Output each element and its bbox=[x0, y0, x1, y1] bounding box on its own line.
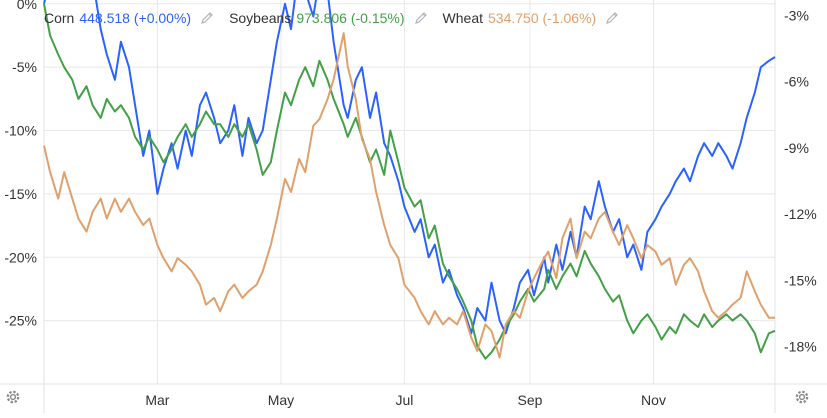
left-tick-label: -25% bbox=[4, 313, 37, 329]
right-tick-label: -3% bbox=[784, 7, 809, 23]
x-tick-label: Jul bbox=[395, 392, 413, 408]
x-tick-label: Sep bbox=[518, 392, 543, 408]
legend-value-soybeans: 973.806 (-0.15%) bbox=[296, 10, 405, 26]
right-tick-label: -18% bbox=[784, 338, 817, 354]
right-tick-label: -12% bbox=[784, 206, 817, 222]
legend-name-wheat: Wheat bbox=[442, 10, 483, 26]
left-tick-label: -15% bbox=[4, 186, 37, 202]
x-tick-label: May bbox=[268, 392, 294, 408]
legend-value-wheat: 534.750 (-1.06%) bbox=[488, 10, 597, 26]
legend-item-soybeans[interactable]: Soybeans 973.806 (-0.15%) bbox=[229, 10, 428, 26]
series-line-soybeans bbox=[43, 3, 776, 360]
legend-name-corn: Corn bbox=[44, 10, 75, 26]
series-line-wheat bbox=[43, 32, 775, 359]
left-tick-label: -10% bbox=[4, 123, 37, 139]
right-tick-label: -15% bbox=[784, 272, 817, 288]
legend-item-corn[interactable]: Corn 448.518 (+0.00%) bbox=[44, 10, 215, 26]
left-tick-label: -5% bbox=[12, 59, 37, 75]
right-tick-label: -6% bbox=[784, 74, 809, 90]
legend: Corn 448.518 (+0.00%) Soybeans 973.806 (… bbox=[44, 9, 634, 27]
gear-icon[interactable] bbox=[793, 388, 811, 406]
legend-name-soybeans: Soybeans bbox=[229, 10, 292, 26]
left-tick-label: 0% bbox=[17, 0, 37, 12]
left-tick-label: -20% bbox=[4, 249, 37, 265]
pencil-icon[interactable] bbox=[604, 10, 620, 26]
series-line-corn bbox=[43, 0, 776, 335]
x-tick-label: Nov bbox=[641, 392, 666, 408]
right-tick-label: -9% bbox=[784, 140, 809, 156]
pencil-icon[interactable] bbox=[199, 10, 215, 26]
x-tick-label: Mar bbox=[145, 392, 169, 408]
legend-item-wheat[interactable]: Wheat 534.750 (-1.06%) bbox=[443, 10, 621, 26]
legend-value-corn: 448.518 (+0.00%) bbox=[79, 10, 192, 26]
pencil-icon[interactable] bbox=[413, 10, 429, 26]
gear-icon[interactable] bbox=[4, 388, 22, 406]
